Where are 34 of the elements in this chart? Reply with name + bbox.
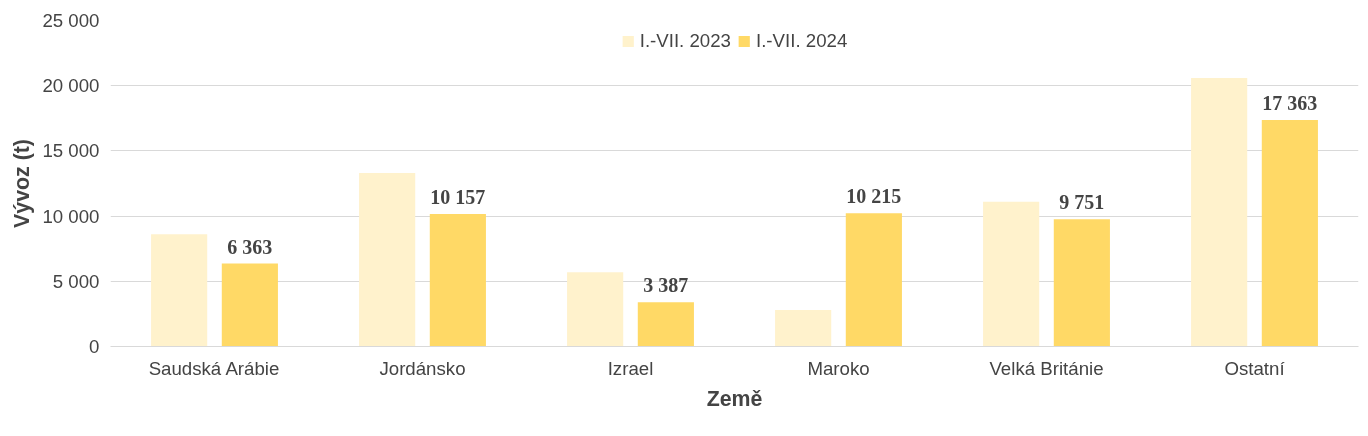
bar (429, 214, 486, 347)
bar (983, 201, 1040, 347)
x-tick-label: Velká Británie (989, 357, 1104, 379)
y-tick-label: 0 (89, 336, 100, 357)
bar (221, 263, 278, 347)
data-label: 3 387 (643, 274, 689, 297)
x-tick-label: Izrael (607, 357, 654, 379)
data-label: 9 751 (1059, 191, 1105, 214)
x-tick-label: Saudská Arábie (148, 357, 280, 379)
bar (359, 173, 416, 347)
data-label: 10 215 (846, 185, 902, 208)
y-tick-label: 25 000 (42, 10, 100, 31)
y-tick-label: 15 000 (42, 140, 100, 162)
y-tick-label: 10 000 (42, 205, 100, 227)
data-label: 17 363 (1262, 92, 1318, 115)
bar (637, 302, 694, 347)
bar (1053, 219, 1110, 347)
x-tick-label: Jordánsko (379, 357, 466, 379)
bar (567, 272, 624, 347)
x-axis-title: Země (706, 386, 763, 411)
bar (1191, 77, 1248, 347)
x-tick-label: Ostatní (1224, 357, 1286, 379)
data-label: 6 363 (227, 235, 273, 258)
data-label: 10 157 (430, 186, 486, 209)
y-tick-label: 5 000 (52, 270, 100, 292)
legend-label: I.-VII. 2024 (756, 30, 848, 52)
bar (845, 213, 902, 347)
legend-label: I.-VII. 2023 (639, 30, 731, 52)
bar (1261, 120, 1318, 347)
bar (775, 309, 832, 347)
y-axis-title: Vývoz (t) (10, 139, 35, 228)
bar (151, 234, 208, 347)
y-tick-label: 20 000 (42, 75, 100, 97)
x-tick-label: Maroko (807, 357, 870, 379)
